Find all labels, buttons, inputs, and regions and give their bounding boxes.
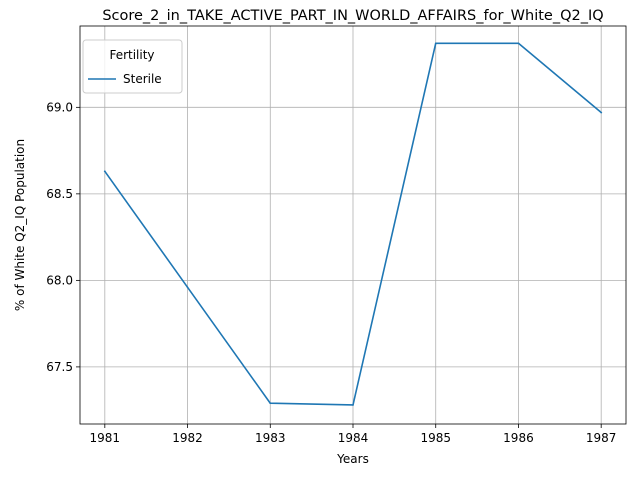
x-tick-label: 1986 [503,431,534,445]
data-point [352,404,354,406]
legend-title: Fertility [109,48,154,62]
data-point [434,42,437,45]
y-tick-label: 68.0 [46,273,73,287]
x-tick-label: 1987 [586,431,617,445]
legend: Fertility Sterile [82,39,183,94]
y-axis-ticks: 67.5 68.0 68.5 69.0 [46,100,80,374]
data-point [186,286,189,289]
y-axis-label: % of White Q2_IQ Population [13,139,27,311]
data-point [600,111,602,114]
x-axis-ticks: 1981 1982 1983 1984 1985 1986 1987 [90,424,617,445]
series-layer [103,42,603,406]
x-tick-label: 1982 [172,431,203,445]
data-point [104,170,106,173]
y-tick-label: 69.0 [46,100,73,114]
data-point [517,42,520,45]
x-tick-label: 1983 [255,431,286,445]
x-tick-label: 1985 [420,431,451,445]
x-tick-label: 1981 [90,431,121,445]
data-point [269,402,272,405]
y-tick-label: 67.5 [46,360,73,374]
x-tick-label: 1984 [338,431,369,445]
chart-title: Score_2_in_TAKE_ACTIVE_PART_IN_WORLD_AFF… [102,8,603,24]
x-axis-label: Years [336,452,369,466]
y-tick-label: 68.5 [46,187,73,201]
grid-lines [80,26,626,424]
legend-label-sterile: Sterile [123,72,162,86]
